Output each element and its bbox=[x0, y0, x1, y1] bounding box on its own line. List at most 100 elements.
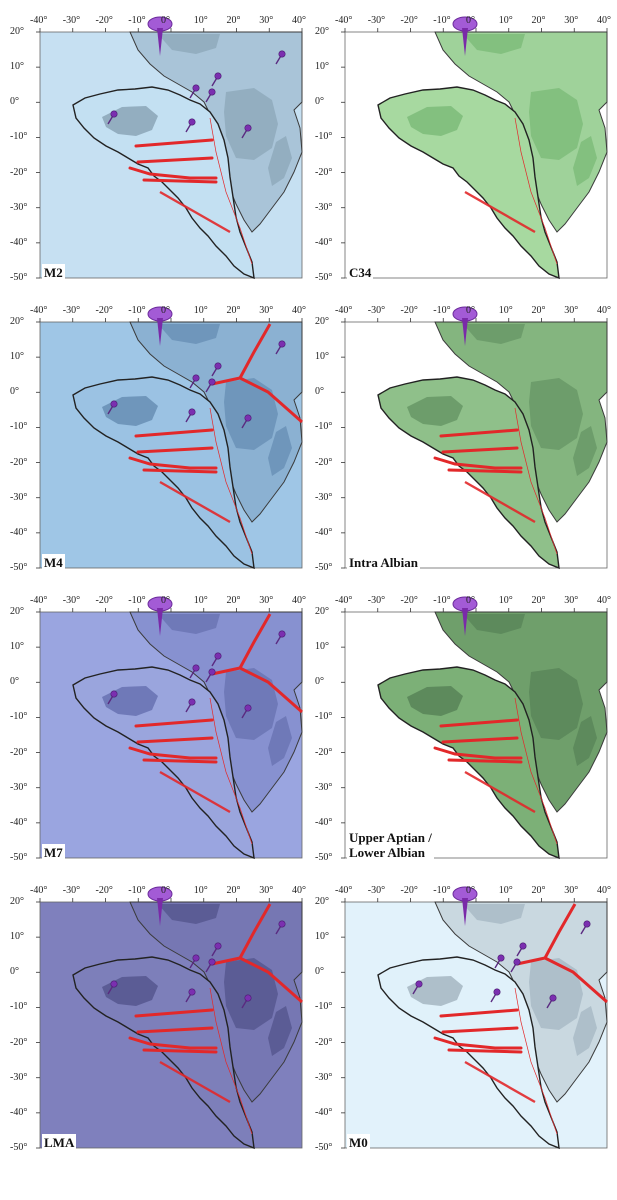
pin-icon bbox=[205, 378, 216, 393]
pin-icon bbox=[241, 994, 252, 1009]
lon-tick-label: 10° bbox=[193, 885, 208, 896]
lon-tick-label: 40° bbox=[597, 15, 611, 26]
pin-icon bbox=[205, 668, 216, 683]
lon-tick-label: 0° bbox=[161, 15, 170, 26]
lon-tick-label: -30° bbox=[367, 595, 386, 606]
panel-title: Intra Albian bbox=[347, 554, 420, 571]
lat-tick-label: 20° bbox=[315, 606, 329, 617]
top-pin-needle bbox=[462, 318, 468, 346]
pin-head bbox=[493, 988, 501, 996]
lon-tick-label: 30° bbox=[259, 885, 274, 896]
pin-icon bbox=[189, 954, 200, 969]
africa-craton-1 bbox=[463, 324, 525, 344]
pin-icon bbox=[189, 84, 200, 99]
margin-line bbox=[209, 117, 253, 265]
pin-head bbox=[244, 414, 252, 422]
lon-tick-label: -30° bbox=[367, 885, 386, 896]
africa-craton-2 bbox=[529, 378, 583, 450]
lon-tick-label: -40° bbox=[30, 305, 48, 316]
lat-tick-label: -10° bbox=[10, 421, 28, 433]
lat-tick-label: 10° bbox=[10, 931, 24, 943]
map-panel-m7: -40° -30° -20° -10° 0° 10° 20° 30° 40° 20° 10° 0° -1… bbox=[8, 588, 308, 880]
lat-tick-label: -50° bbox=[315, 1142, 333, 1153]
lat-tick-label: -20° bbox=[10, 166, 28, 178]
pin-head bbox=[278, 50, 286, 58]
africa-craton-3 bbox=[573, 716, 597, 766]
lat-tick-label: 10° bbox=[315, 351, 329, 363]
ridge-line-4 bbox=[128, 1036, 218, 1050]
panel-title-line: LMA bbox=[44, 1135, 75, 1150]
lon-tick-label: 20° bbox=[226, 885, 241, 896]
lat-tick-label: -50° bbox=[10, 562, 28, 573]
africa-boundary-2 bbox=[238, 903, 272, 959]
pin-head bbox=[208, 668, 216, 676]
panel-title: Upper Aptian / Lower Albian bbox=[347, 829, 434, 861]
ridge-line-2 bbox=[134, 428, 214, 438]
lat-tick-label: -10° bbox=[315, 131, 333, 143]
southern-margin bbox=[464, 190, 536, 234]
south-america-plate bbox=[377, 86, 560, 280]
lat-tick-label: -40° bbox=[315, 526, 333, 538]
ridge-line-4 bbox=[128, 456, 218, 470]
panel-title-line: M4 bbox=[44, 555, 63, 570]
pin-head bbox=[244, 124, 252, 132]
lon-tick-label: -10° bbox=[128, 305, 146, 316]
lon-tick-label: -40° bbox=[335, 305, 353, 316]
map-panel-m2: -40° -30° -20° -10° 0° 10° 20° 30° 40° 20° 10° 0° -1… bbox=[8, 8, 308, 300]
lat-tick-label: -10° bbox=[10, 131, 28, 143]
panel-title: M7 bbox=[42, 844, 65, 861]
lat-tick-label: -10° bbox=[315, 711, 333, 723]
pin-head bbox=[513, 958, 521, 966]
southern-margin bbox=[159, 190, 231, 234]
africa-craton-3 bbox=[268, 1006, 292, 1056]
lon-tick-label: -30° bbox=[367, 15, 386, 26]
top-pin-icon bbox=[147, 886, 173, 926]
lon-tick-label: 0° bbox=[466, 15, 475, 26]
lat-tick-label: 10° bbox=[315, 61, 329, 73]
lon-tick-label: 20° bbox=[226, 595, 241, 606]
top-pin-needle bbox=[157, 318, 163, 346]
lon-tick-label: -10° bbox=[433, 15, 451, 26]
lon-tick-label: -20° bbox=[400, 595, 418, 606]
southern-margin bbox=[159, 770, 231, 814]
ridge-line-4 bbox=[433, 746, 523, 760]
pin-icon bbox=[205, 958, 216, 973]
lat-tick-label: -40° bbox=[315, 816, 333, 828]
pin-icon bbox=[275, 920, 286, 935]
lon-tick-label: -40° bbox=[30, 15, 48, 26]
south-america-plate bbox=[72, 86, 255, 280]
ridge-line-2 bbox=[134, 718, 214, 728]
lon-tick-label: -40° bbox=[335, 885, 353, 896]
lat-tick-label: 10° bbox=[315, 641, 329, 653]
map-svg bbox=[341, 596, 608, 860]
lat-tick-label: -10° bbox=[315, 1001, 333, 1013]
lon-tick-label: 20° bbox=[226, 305, 241, 316]
map-svg bbox=[36, 886, 303, 1150]
southern-margin bbox=[159, 1060, 231, 1104]
lat-tick-label: 0° bbox=[10, 966, 19, 978]
ridge-line-3 bbox=[447, 758, 523, 764]
panel-title: C34 bbox=[347, 264, 374, 281]
pin-head bbox=[214, 942, 222, 950]
pin-head bbox=[497, 954, 505, 962]
lat-tick-label: 20° bbox=[10, 896, 24, 907]
map-panel-upper-aptian: -40° -30° -20° -10° 0° 10° 20° 30° 40° 20° 10° 0° -1… bbox=[313, 588, 613, 880]
lon-tick-label: -30° bbox=[62, 15, 81, 26]
south-america-plate bbox=[72, 376, 255, 570]
pin-head bbox=[188, 408, 196, 416]
top-pin-needle bbox=[157, 898, 163, 926]
pin-icon bbox=[241, 124, 252, 139]
lon-tick-label: 10° bbox=[498, 885, 513, 896]
panel-title: M2 bbox=[42, 264, 65, 281]
lat-tick-label: -50° bbox=[10, 852, 28, 863]
africa-boundary-2 bbox=[543, 903, 577, 959]
lat-tick-label: -40° bbox=[315, 1106, 333, 1118]
lon-tick-label: 20° bbox=[531, 305, 546, 316]
africa-craton-1 bbox=[158, 324, 220, 344]
lon-tick-label: 40° bbox=[597, 885, 611, 896]
pin-icon bbox=[494, 954, 505, 969]
ridge-line-1 bbox=[136, 156, 214, 164]
lat-tick-label: -30° bbox=[10, 491, 28, 503]
lon-tick-label: 10° bbox=[193, 15, 208, 26]
lat-tick-label: -30° bbox=[315, 201, 333, 213]
